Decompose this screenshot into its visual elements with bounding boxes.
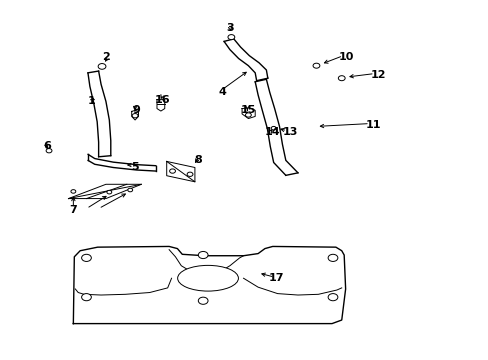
Circle shape (245, 113, 251, 117)
Text: 8: 8 (194, 156, 202, 165)
Circle shape (127, 188, 132, 192)
Circle shape (327, 294, 337, 301)
Circle shape (187, 172, 193, 176)
Circle shape (71, 190, 76, 193)
Circle shape (46, 149, 52, 153)
Circle shape (312, 63, 319, 68)
Polygon shape (131, 111, 138, 120)
Circle shape (81, 294, 91, 301)
Text: 9: 9 (132, 105, 140, 115)
Circle shape (132, 113, 138, 118)
Text: 11: 11 (365, 120, 380, 130)
Polygon shape (73, 247, 345, 324)
Text: 14: 14 (264, 127, 280, 137)
Text: 10: 10 (338, 52, 354, 62)
Polygon shape (157, 100, 164, 111)
Circle shape (227, 35, 234, 40)
Circle shape (107, 190, 112, 194)
Polygon shape (166, 161, 195, 182)
Text: 6: 6 (43, 141, 51, 151)
Text: 7: 7 (69, 205, 77, 215)
Circle shape (271, 126, 276, 130)
Text: 2: 2 (102, 52, 110, 62)
Circle shape (327, 254, 337, 261)
Text: 12: 12 (370, 69, 385, 80)
Circle shape (198, 251, 207, 258)
Circle shape (98, 64, 106, 69)
Text: 16: 16 (155, 95, 170, 105)
Text: 4: 4 (218, 87, 226, 98)
Text: 13: 13 (283, 127, 298, 137)
Text: 3: 3 (225, 23, 233, 33)
Text: 17: 17 (268, 273, 283, 283)
Polygon shape (224, 39, 267, 81)
Polygon shape (68, 184, 141, 199)
Polygon shape (88, 154, 156, 171)
Ellipse shape (177, 265, 238, 291)
Text: 1: 1 (87, 96, 95, 107)
Circle shape (338, 76, 345, 81)
Polygon shape (242, 108, 255, 118)
Polygon shape (88, 71, 111, 157)
Circle shape (81, 254, 91, 261)
Circle shape (169, 169, 175, 173)
Polygon shape (255, 79, 297, 175)
Circle shape (198, 297, 207, 304)
Text: 15: 15 (240, 105, 256, 115)
Text: 5: 5 (131, 162, 139, 172)
